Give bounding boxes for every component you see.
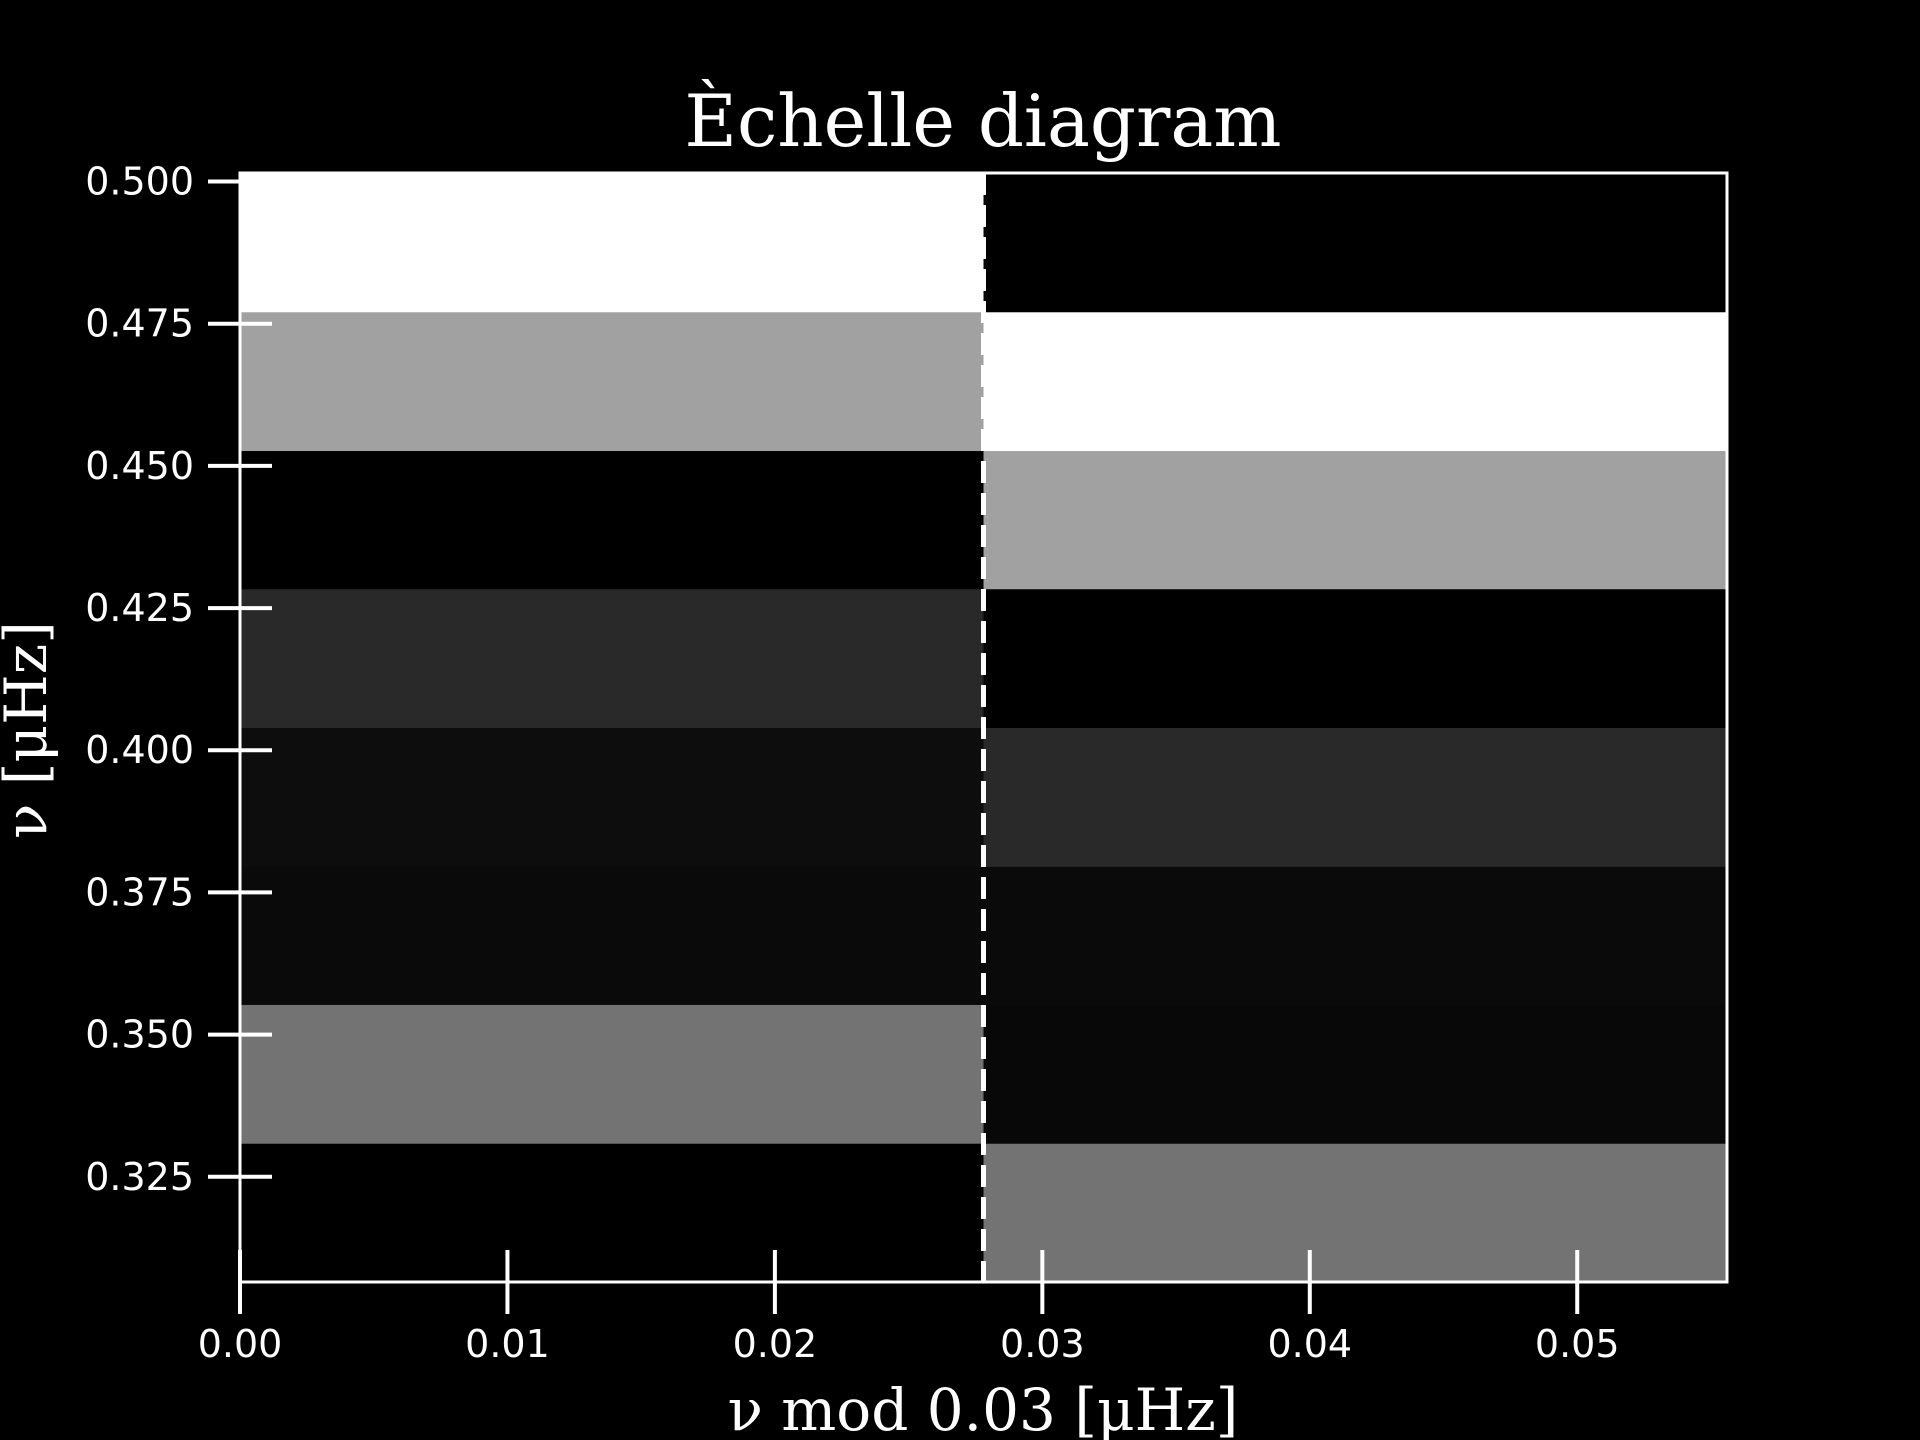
heatmap-cell xyxy=(983,311,1728,452)
heatmap-cell xyxy=(983,173,1728,313)
x-tick-label: 0.03 xyxy=(1000,1322,1085,1366)
heatmap-cell xyxy=(983,450,1728,590)
y-tick-label: 0.400 xyxy=(85,728,194,772)
chart-title: Èchelle diagram xyxy=(684,78,1281,163)
heatmap-cell xyxy=(240,173,984,313)
heatmap-cell xyxy=(983,1143,1728,1283)
y-axis: 0.325 0.350 0.375 0.400 0.425 0.450 0.475 0.500 xyxy=(85,160,272,1199)
x-tick-label: 0.04 xyxy=(1267,1322,1352,1366)
y-tick-label: 0.475 xyxy=(85,302,194,346)
x-tick-label: 0.01 xyxy=(465,1322,550,1366)
heatmap-cell xyxy=(240,727,984,867)
y-tick-label: 0.450 xyxy=(85,444,194,488)
heatmap-cell xyxy=(240,1004,984,1144)
x-tick-label: 0.02 xyxy=(733,1322,818,1366)
heatmap-cell xyxy=(240,1143,984,1283)
heatmap-cell xyxy=(240,588,984,728)
y-tick-label: 0.375 xyxy=(85,870,194,914)
heatmap-cell xyxy=(983,866,1728,1005)
x-tick-label: 0.05 xyxy=(1535,1322,1620,1366)
heatmap-cells xyxy=(240,173,1728,1283)
y-tick-label: 0.425 xyxy=(85,586,194,630)
y-tick-label: 0.325 xyxy=(85,1155,194,1199)
heatmap-cell xyxy=(240,311,984,452)
y-tick-label: 0.350 xyxy=(85,1013,194,1057)
heatmap-cell xyxy=(983,588,1728,728)
plot-frame xyxy=(238,171,1729,1284)
x-axis: 0.00 0.01 0.02 0.03 0.04 0.05 xyxy=(198,1250,1620,1366)
y-axis-label: ν [μHz] xyxy=(0,621,60,839)
heatmap-cell xyxy=(240,866,984,1005)
y-tick-label: 0.500 xyxy=(85,160,194,204)
x-tick-label: 0.00 xyxy=(198,1322,283,1366)
x-axis-label: ν mod 0.03 [μHz] xyxy=(728,1376,1239,1440)
heatmap-cell xyxy=(983,1004,1728,1144)
heatmap-cell xyxy=(240,450,984,590)
heatmap-cell xyxy=(983,727,1728,867)
